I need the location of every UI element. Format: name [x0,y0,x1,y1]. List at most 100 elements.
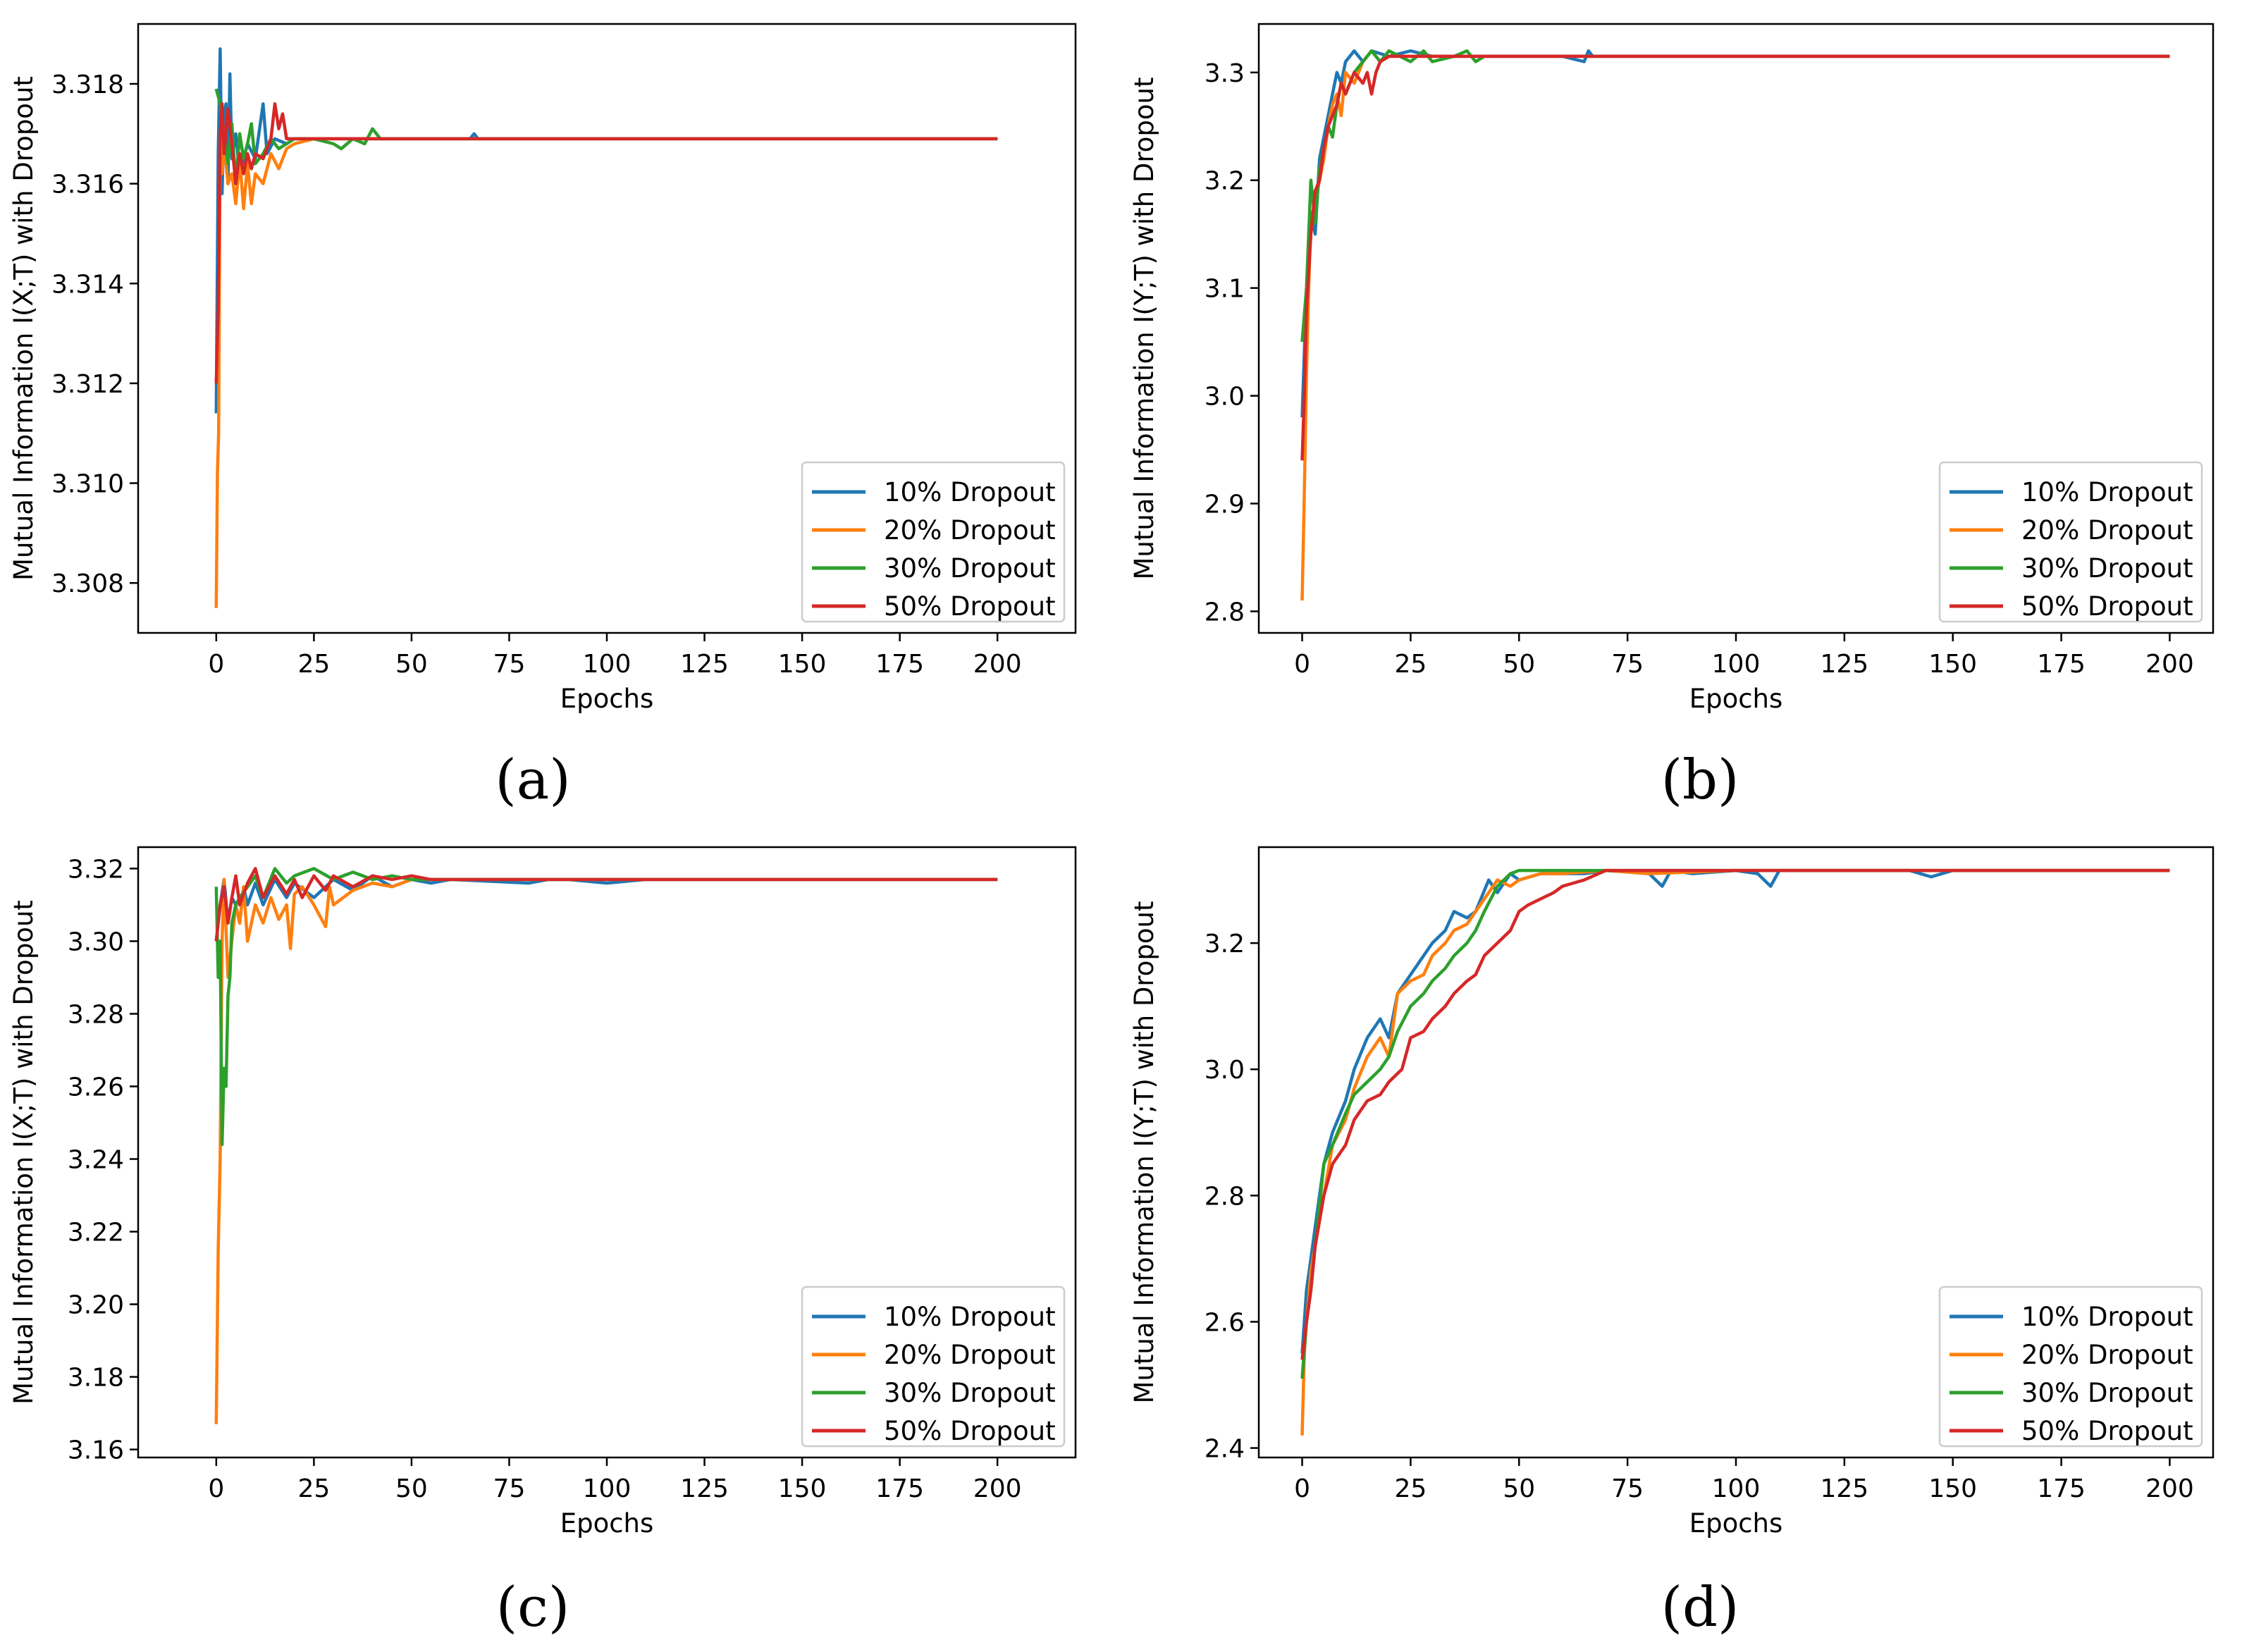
x-tick-label: 175 [2037,1474,2086,1503]
x-tick-label: 75 [1611,1474,1644,1503]
x-tick-label: 25 [1395,1474,1427,1503]
x-tick-label: 150 [1928,650,1977,679]
x-tick-label: 75 [493,650,526,679]
legend-d: 10% Dropout 20% Dropout 30% Dropout 50% Dro… [1938,1286,2203,1448]
series-line-c-10pct [214,874,998,942]
plot-area-a [214,47,998,608]
x-tick-label: 175 [875,650,924,679]
x-axis-label: Epochs [1689,684,1783,714]
legend-label: 10% Dropout [2021,477,2193,507]
x-tick-label: 0 [1294,650,1310,679]
x-tick-label: 0 [208,1474,224,1503]
series-line-a-10pct [214,47,998,414]
x-tick-label: 125 [680,650,729,679]
chart-b: 0 25 50 75 100 125 150 175 200 2.8 2.9 3.0 3.1 3.2 3.3… [1129,23,2215,714]
y-tick-label: 3.28 [68,1000,124,1029]
x-tick-label: 50 [1503,1474,1535,1503]
legend-label: 20% Dropout [884,1340,1056,1370]
y-tick-label: 3.1 [1205,275,1245,304]
legend-c: 10% Dropout 20% Dropout 30% Dropout 50% Dro… [801,1286,1066,1448]
series-line-c-50pct [214,867,998,942]
legend-label: 20% Dropout [884,515,1056,545]
x-tick-label: 100 [583,1474,632,1503]
y-tick-label: 3.30 [68,927,124,956]
chart-a: 0 25 50 75 100 125 150 175 200 3.308 3.310 3.312 3.3… [8,23,1077,714]
caption-b: (b) [1661,748,1739,812]
legend-label: 30% Dropout [884,553,1056,584]
y-tick-label: 3.308 [51,569,124,598]
y-tick-label: 3.0 [1205,1056,1245,1085]
legend-label: 10% Dropout [884,477,1056,507]
series-line-b-50pct [1300,54,2170,461]
series-line-d-50pct [1300,868,2170,1360]
x-tick-label: 125 [1821,650,1869,679]
x-tick-label: 25 [297,1474,330,1503]
caption-c: (c) [495,1576,570,1639]
legend-box [1938,461,2203,623]
y-axis-label: Mutual Information I(Y;T) with Dropout [1129,901,1159,1403]
x-tick-label: 150 [778,1474,827,1503]
x-tick-label: 75 [1611,650,1644,679]
series-line-d-10pct [1300,868,2170,1354]
legend-box [1938,1286,2203,1448]
legend-label: 10% Dropout [2021,1302,2193,1332]
x-tick-label: 175 [875,1474,924,1503]
y-tick-label: 3.0 [1205,383,1245,412]
legend-label: 20% Dropout [2021,1340,2193,1370]
series-line-a-30pct [214,88,998,185]
chart-c: 0 25 50 75 100 125 150 175 200 3.16 3.18 3.20 3.22 3.… [8,846,1077,1539]
y-tick-label: 2.6 [1205,1308,1245,1337]
y-tick-label: 3.18 [68,1364,124,1393]
x-tick-label: 75 [493,1474,526,1503]
x-axis-label: Epochs [560,1508,654,1539]
x-tick-label: 50 [395,1474,428,1503]
y-axis-label: Mutual Information I(X;T) with Dropout [8,76,39,581]
series-line-b-10pct [1300,49,2170,418]
y-tick-label: 2.8 [1205,598,1245,627]
series-line-c-30pct [214,867,998,1147]
series-line-d-30pct [1300,868,2170,1379]
y-tick-label: 3.316 [51,171,124,199]
caption-d: (d) [1661,1576,1739,1639]
y-tick-label: 3.314 [51,270,124,299]
legend-label: 10% Dropout [884,1302,1056,1332]
y-tick-label: 3.312 [51,370,124,399]
y-tick-label: 3.310 [51,470,124,499]
x-tick-label: 125 [680,1474,729,1503]
y-tick-label: 3.16 [68,1436,124,1465]
x-tick-label: 0 [1294,1474,1310,1503]
y-tick-label: 2.9 [1205,490,1245,519]
y-tick-label: 3.26 [68,1073,124,1102]
x-tick-label: 200 [973,1474,1022,1503]
x-axis-label: Epochs [1689,1508,1783,1539]
legend-label: 30% Dropout [2021,553,2193,584]
x-tick-label: 0 [208,650,224,679]
legend-label: 20% Dropout [2021,515,2193,545]
chart-d: 0 25 50 75 100 125 150 175 200 2.4 2.6 2.8 3.0 3.2 Epo… [1129,846,2215,1539]
y-tick-label: 3.20 [68,1291,124,1320]
y-tick-label: 3.2 [1205,167,1245,196]
legend-label: 50% Dropout [884,1416,1056,1446]
caption-a: (a) [495,748,571,812]
y-tick-label: 3.318 [51,70,124,99]
series-line-b-30pct [1300,49,2170,343]
y-tick-label: 3.32 [68,855,124,884]
y-tick-label: 3.3 [1205,59,1245,88]
plot-area-d [1300,868,2170,1436]
legend-box [801,1286,1066,1448]
y-tick-label: 2.4 [1205,1435,1245,1464]
x-tick-label: 175 [2037,650,2086,679]
x-tick-label: 150 [778,650,827,679]
x-tick-label: 100 [583,650,632,679]
x-tick-label: 200 [2145,1474,2194,1503]
legend-label: 30% Dropout [2021,1378,2193,1408]
y-axis-label: Mutual Information I(Y;T) with Dropout [1129,77,1159,579]
x-tick-label: 200 [973,650,1022,679]
legend-b: 10% Dropout 20% Dropout 30% Dropout 50% Dro… [1938,461,2203,623]
x-tick-label: 150 [1928,1474,1977,1503]
series-line-c-20pct [214,877,998,1424]
legend-label: 30% Dropout [884,1378,1056,1408]
x-tick-label: 125 [1821,1474,1869,1503]
legend-a: 10% Dropout 20% Dropout 30% Dropout 50% Dro… [801,461,1066,623]
x-tick-label: 200 [2145,650,2194,679]
